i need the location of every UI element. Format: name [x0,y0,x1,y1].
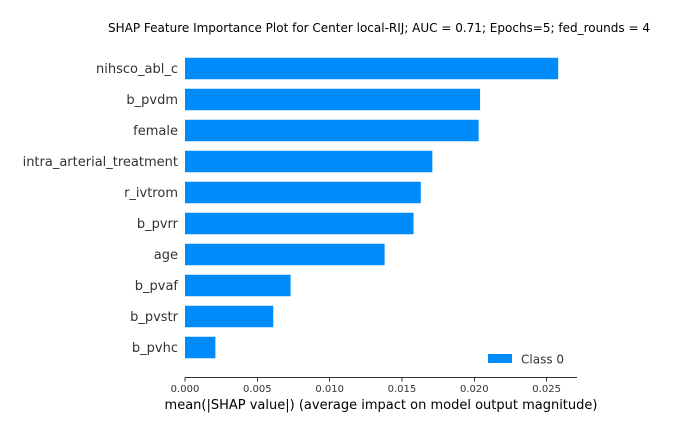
bar-r_ivtrom [185,181,421,204]
x-tick-label: 0.005 [243,384,272,395]
chart-title: SHAP Feature Importance Plot for Center … [108,21,650,35]
category-label: b_pvaf [135,279,179,294]
bar-b_pvaf [185,274,291,297]
bar-age [185,243,385,266]
category-label: b_pvstr [130,310,179,325]
x-axis-label: mean(|SHAP value|) (average impact on mo… [165,398,598,413]
bar-female [185,119,479,142]
x-tick-label: 0.025 [532,384,561,395]
bar-b_pvdm [185,88,481,111]
category-label: b_pvdm [126,93,178,108]
x-tick-label: 0.015 [388,384,417,395]
bars-layer [185,57,559,359]
bar-b_pvrr [185,212,414,235]
category-label: b_pvhc [132,341,178,356]
category-label: age [154,248,178,263]
bar-b_pvhc [185,336,216,359]
legend: Class 0 [488,353,564,367]
legend-swatch [488,354,512,363]
legend-label: Class 0 [521,353,564,367]
x-tick-label: 0.000 [171,384,200,395]
bar-b_pvstr [185,305,274,328]
category-label: b_pvrr [137,217,179,232]
bar-intra_arterial_treatment [185,150,433,173]
bar-nihsco_abl_c [185,57,559,80]
x-tick-label: 0.010 [315,384,344,395]
category-label: female [133,124,178,139]
x-axis-ticks: 0.000 0.005 0.010 0.015 0.020 0.025 [171,377,561,395]
x-tick-label: 0.020 [460,384,489,395]
category-label: r_ivtrom [124,186,178,201]
category-label: intra_arterial_treatment [23,155,178,170]
category-label: nihsco_abl_c [96,62,178,77]
